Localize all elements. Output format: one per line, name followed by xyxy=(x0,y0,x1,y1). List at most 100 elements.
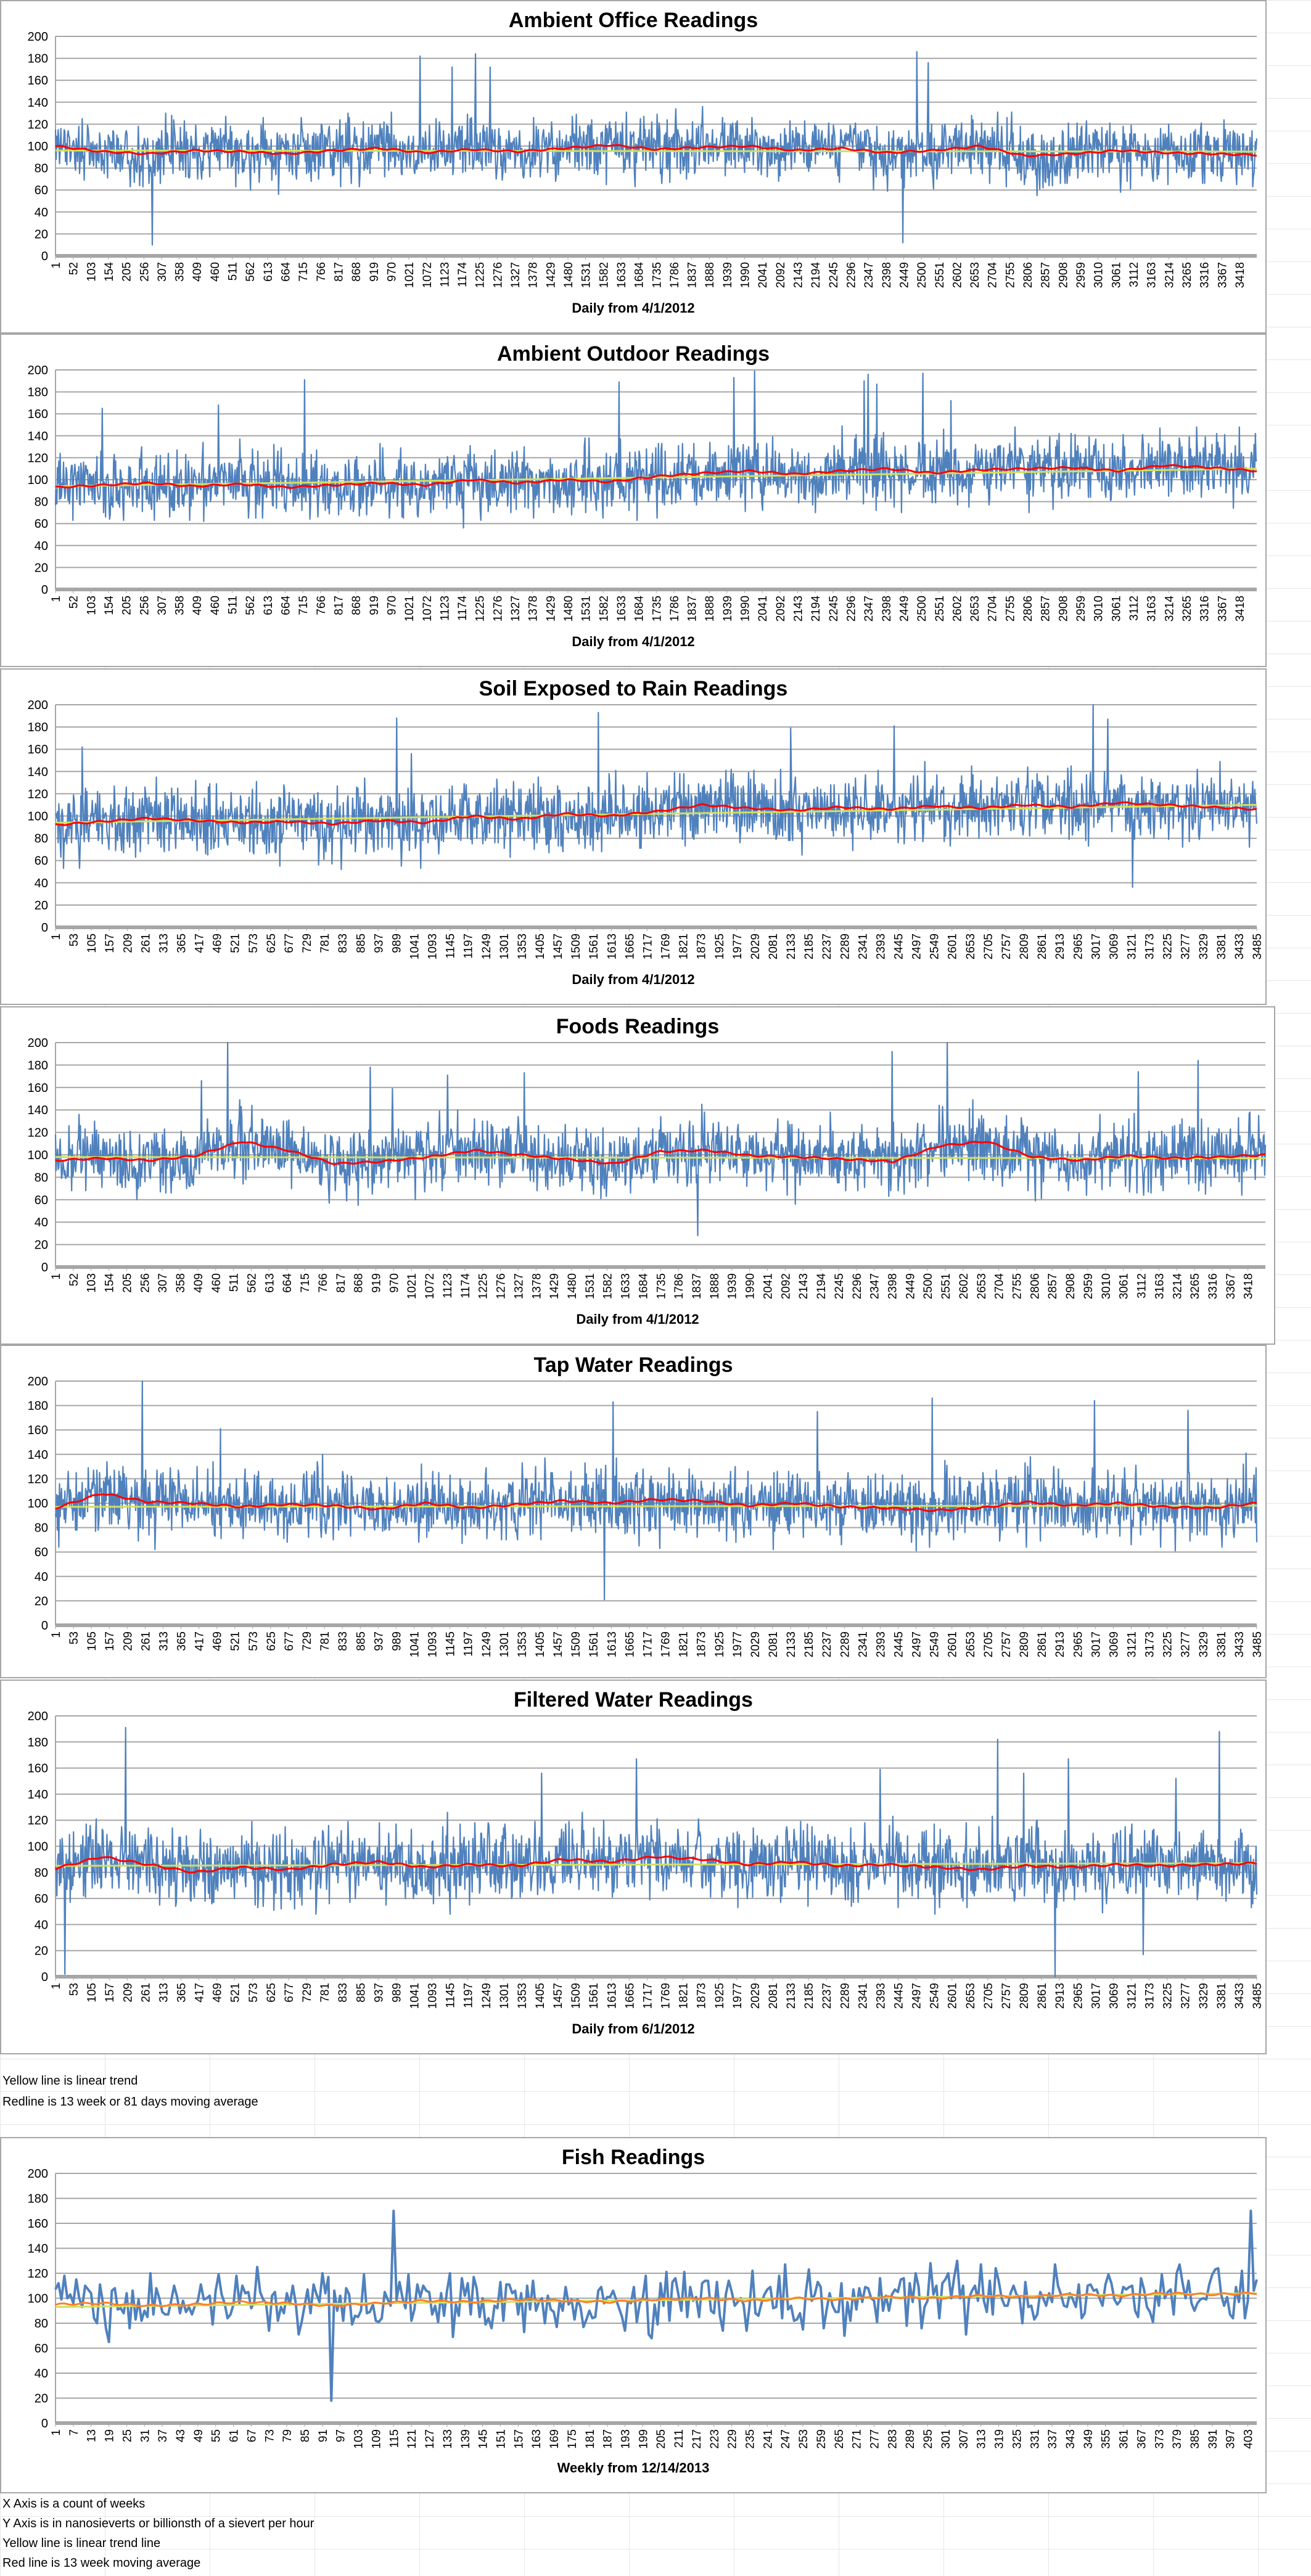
x-tick-label: 677 xyxy=(283,1631,296,1651)
x-tick-label: 664 xyxy=(280,596,293,615)
x-tick-label: 417 xyxy=(194,1631,207,1651)
x-tick-label: 3277 xyxy=(1180,1631,1193,1657)
x-tick-label: 2185 xyxy=(803,1983,816,2009)
x-tick-label: 2133 xyxy=(785,1631,798,1657)
x-tick-label: 2602 xyxy=(951,596,964,621)
x-tick-label: 2296 xyxy=(845,596,858,621)
x-tick-label: 2237 xyxy=(821,1631,834,1657)
x-tick-label: 833 xyxy=(337,933,350,953)
y-tick-label: 40 xyxy=(35,2367,48,2381)
y-tick-label: 20 xyxy=(35,1239,48,1252)
y-tick-label: 60 xyxy=(35,1546,48,1559)
x-tick-label: 613 xyxy=(262,596,275,615)
chart-ambient-office: Ambient Office Readings 0 20 40 60 80 100 120 14… xyxy=(0,0,1267,334)
x-tick-label: 1 xyxy=(50,1631,63,1638)
x-tick-label: 2908 xyxy=(1057,596,1070,621)
y-tick-label: 0 xyxy=(41,1261,48,1274)
x-tick-label: 1977 xyxy=(731,933,744,959)
x-tick-label: 2245 xyxy=(833,1273,846,1299)
x-tick-label: 2143 xyxy=(797,1273,810,1299)
x-tick-label: 989 xyxy=(390,933,403,953)
x-tick-label: 3061 xyxy=(1110,262,1123,288)
x-tick-label: 817 xyxy=(335,1273,348,1293)
y-tick-label: 180 xyxy=(28,386,48,400)
x-tick-label: 3112 xyxy=(1128,596,1141,621)
x-tick-label: 573 xyxy=(247,1631,260,1651)
x-tick-label: 3329 xyxy=(1198,1631,1210,1657)
x-tick-label: 2755 xyxy=(1011,1273,1024,1299)
x-tick-label: 2959 xyxy=(1082,1273,1095,1299)
x-tick-label: 1249 xyxy=(480,1983,493,2009)
y-tick-label: 20 xyxy=(35,561,48,575)
x-tick-label: 1665 xyxy=(623,933,636,959)
y-tick-label: 120 xyxy=(28,451,48,465)
y-tick-label: 120 xyxy=(28,1472,48,1486)
x-tick-label: 67 xyxy=(246,2429,259,2442)
y-tick-label: 140 xyxy=(28,1448,48,1462)
x-tick-label: 365 xyxy=(176,1983,189,2003)
x-tick-label: 1301 xyxy=(498,1983,511,2009)
x-tick-label: 199 xyxy=(637,2429,650,2449)
x-tick-label: 2497 xyxy=(911,1983,924,2009)
x-tick-label: 2653 xyxy=(964,933,977,959)
x-tick-label: 2653 xyxy=(969,596,982,621)
moving-average-line xyxy=(55,464,1257,490)
x-tick-label: 307 xyxy=(958,2429,971,2449)
x-tick-label: 781 xyxy=(319,1983,332,2003)
x-tick-label: 1021 xyxy=(403,596,416,621)
x-tick-label: 2806 xyxy=(1022,596,1035,621)
x-tick-label: 409 xyxy=(191,596,204,615)
y-tick-label: 60 xyxy=(35,184,48,197)
x-tick-label: 1276 xyxy=(495,1273,508,1299)
x-tick-label: 2913 xyxy=(1054,1983,1067,2009)
x-tick-label: 313 xyxy=(157,1631,170,1651)
x-tick-label: 289 xyxy=(904,2429,917,2449)
x-tick-label: 261 xyxy=(139,1983,152,2003)
note-x-axis: X Axis is a count of weeks xyxy=(2,2497,146,2511)
x-tick-label: 3367 xyxy=(1225,1273,1238,1299)
x-tick-label: 1531 xyxy=(580,596,593,621)
trend-line xyxy=(55,149,1257,153)
x-tick-label: 133 xyxy=(442,2429,454,2449)
x-tick-label: 1939 xyxy=(726,1273,739,1299)
x-tick-label: 1888 xyxy=(709,1273,721,1299)
x-tick-label: 52 xyxy=(68,1273,81,1286)
x-tick-label: 3316 xyxy=(1199,596,1212,621)
y-tick-label: 80 xyxy=(35,496,48,509)
chart-title: Ambient Outdoor Readings xyxy=(497,342,770,366)
x-tick-label: 573 xyxy=(247,1983,260,2003)
x-tick-label: 53 xyxy=(68,933,81,946)
x-tick-label: 2551 xyxy=(934,262,947,288)
y-tick-label: 40 xyxy=(35,1918,48,1932)
x-tick-label: 989 xyxy=(390,1983,403,2003)
x-tick-label: 3061 xyxy=(1110,596,1123,621)
x-tick-label: 1684 xyxy=(633,262,646,289)
x-tick-label: 2185 xyxy=(803,933,816,959)
y-tick-label: 140 xyxy=(28,2242,48,2256)
x-tick-label: 2857 xyxy=(1046,1273,1059,1299)
x-tick-label: 521 xyxy=(229,1983,242,2003)
x-tick-label: 277 xyxy=(869,2429,882,2449)
x-tick-label: 91 xyxy=(317,2429,330,2442)
x-tick-label: 2913 xyxy=(1054,933,1067,959)
x-tick-label: 1717 xyxy=(642,1631,655,1657)
x-tick-label: 989 xyxy=(390,1631,403,1651)
series-line xyxy=(54,1041,1267,1237)
x-tick-label: 1174 xyxy=(456,262,469,287)
x-tick-label: 2551 xyxy=(934,596,947,621)
x-tick-label: 937 xyxy=(372,1631,385,1651)
x-tick-label: 868 xyxy=(350,596,363,615)
x-tick-label: 1457 xyxy=(552,1983,565,2009)
x-tick-label: 1735 xyxy=(651,596,664,621)
x-tick-label: 1041 xyxy=(409,933,422,959)
x-tick-label: 2755 xyxy=(1004,596,1017,621)
x-tick-label: 1977 xyxy=(731,1631,744,1657)
x-tick-label: 937 xyxy=(372,1983,385,2003)
chart-svg: Tap Water Readings 0 20 40 60 80 100 120 140 160 1… xyxy=(28,1353,1264,1657)
chart-tap-water: Tap Water Readings 0 20 40 60 80 100 120 140 160 1… xyxy=(0,1345,1267,1678)
x-tick-label: 391 xyxy=(1207,2429,1220,2449)
x-tick-label: 37 xyxy=(157,2429,170,2442)
x-tick-label: 2861 xyxy=(1036,1631,1049,1657)
x-tick-label: 2965 xyxy=(1072,1631,1085,1657)
x-tick-label: 469 xyxy=(212,1631,224,1651)
